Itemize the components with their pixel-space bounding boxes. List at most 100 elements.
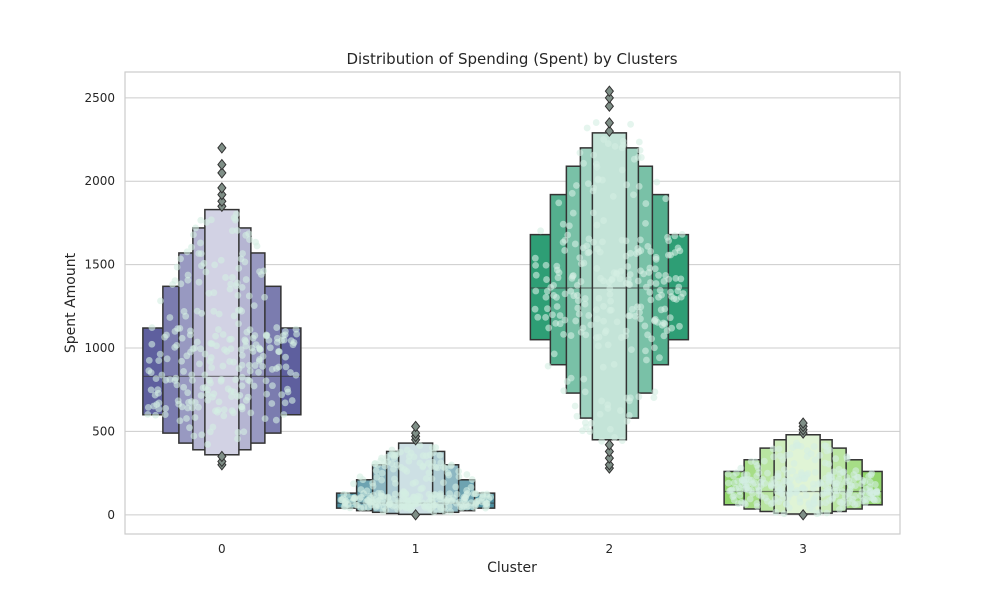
swarm-point bbox=[363, 487, 371, 495]
swarm-point bbox=[224, 385, 232, 393]
swarm-point bbox=[666, 314, 674, 322]
swarm-point bbox=[419, 499, 427, 507]
swarm-point bbox=[608, 276, 616, 284]
swarm-point bbox=[255, 368, 262, 376]
swarm-point bbox=[471, 502, 479, 510]
swarm-point bbox=[422, 452, 430, 460]
swarm-point bbox=[635, 182, 643, 190]
swarm-point bbox=[623, 181, 631, 189]
swarm-point bbox=[678, 230, 686, 238]
swarm-point bbox=[662, 195, 670, 203]
swarm-point bbox=[229, 274, 236, 281]
swarm-point bbox=[262, 377, 270, 385]
swarm-point bbox=[606, 285, 614, 292]
swarm-point bbox=[158, 371, 166, 379]
swarm-point bbox=[618, 437, 626, 444]
swarm-point bbox=[613, 318, 621, 326]
swarm-point bbox=[180, 308, 188, 315]
swarm-point bbox=[234, 292, 242, 299]
swarm-point bbox=[816, 451, 824, 459]
swarm-point bbox=[571, 402, 579, 410]
y-axis-label: Spent Amount bbox=[63, 252, 79, 353]
swarm-point bbox=[531, 254, 539, 262]
swarm-point bbox=[230, 388, 238, 396]
swarm-point bbox=[830, 468, 838, 476]
y-tick-label: 500 bbox=[92, 424, 115, 438]
swarm-point bbox=[730, 479, 738, 487]
swarm-point bbox=[753, 472, 761, 480]
swarm-point bbox=[816, 499, 824, 507]
swarm-point bbox=[561, 316, 569, 324]
swarm-point bbox=[742, 500, 749, 508]
swarm-point bbox=[391, 475, 398, 483]
swarm-point bbox=[628, 346, 635, 353]
swarm-point bbox=[780, 510, 788, 518]
swarm-point bbox=[240, 428, 248, 436]
swarm-point bbox=[428, 495, 435, 503]
swarm-point bbox=[201, 371, 209, 379]
swarm-point bbox=[384, 458, 391, 466]
swarm-point bbox=[436, 451, 444, 459]
swarm-point bbox=[806, 504, 814, 512]
swarm-point bbox=[671, 232, 679, 240]
swarm-point bbox=[374, 497, 382, 505]
swarm-point bbox=[576, 149, 584, 157]
swarm-point bbox=[375, 502, 383, 510]
swarm-point bbox=[410, 493, 417, 501]
outlier-marker bbox=[410, 420, 421, 433]
swarm-point bbox=[544, 305, 551, 313]
swarm-point bbox=[206, 376, 213, 384]
swarm-point bbox=[246, 236, 253, 244]
swarm-point bbox=[201, 350, 209, 358]
swarm-point bbox=[246, 367, 254, 375]
swarm-point bbox=[821, 459, 829, 467]
swarm-point bbox=[626, 271, 634, 278]
swarm-point bbox=[674, 287, 682, 295]
swarm-point bbox=[393, 461, 401, 469]
swarm-point bbox=[560, 330, 567, 338]
swarm-point bbox=[581, 388, 589, 396]
swarm-point bbox=[598, 437, 606, 445]
swarm-point bbox=[287, 369, 294, 376]
swarm-point bbox=[829, 477, 837, 485]
swarm-point bbox=[219, 362, 227, 370]
swarm-point bbox=[532, 271, 540, 279]
swarm-point bbox=[593, 163, 601, 171]
swarm-point bbox=[733, 469, 740, 477]
swarm-point bbox=[261, 293, 268, 301]
x-axis-label: Cluster bbox=[487, 560, 537, 576]
swarm-point bbox=[773, 488, 781, 496]
swarm-point bbox=[188, 371, 196, 379]
swarm-point bbox=[210, 307, 218, 315]
swarm-point bbox=[555, 199, 563, 207]
swarm-point bbox=[600, 136, 608, 143]
swarm-point bbox=[581, 300, 589, 308]
swarm-point bbox=[455, 467, 463, 475]
swarm-point bbox=[544, 362, 552, 370]
swarm-point bbox=[144, 403, 152, 411]
swarm-point bbox=[282, 363, 290, 371]
swarm-point bbox=[607, 306, 615, 314]
swarm-point bbox=[606, 425, 614, 433]
swarm-point bbox=[556, 312, 564, 319]
swarm-point bbox=[823, 447, 831, 455]
swarm-point bbox=[198, 431, 206, 439]
swarm-point bbox=[797, 469, 805, 477]
swarm-point bbox=[220, 412, 228, 420]
swarm-point bbox=[821, 442, 829, 450]
swarm-point bbox=[559, 220, 567, 228]
swarm-point bbox=[561, 236, 569, 244]
swarm-point bbox=[599, 238, 606, 246]
swarm-point bbox=[622, 327, 630, 335]
swarm-point bbox=[161, 411, 169, 419]
swarm-point bbox=[531, 305, 539, 313]
swarm-point bbox=[188, 404, 196, 412]
swarm-point bbox=[869, 496, 877, 503]
swarm-point bbox=[642, 200, 650, 207]
swarm-point bbox=[154, 386, 162, 394]
swarm-point bbox=[652, 280, 660, 287]
swarm-point bbox=[144, 410, 152, 418]
swarm-point bbox=[729, 493, 737, 501]
swarm-point bbox=[354, 501, 361, 509]
swarm-point bbox=[600, 217, 607, 224]
